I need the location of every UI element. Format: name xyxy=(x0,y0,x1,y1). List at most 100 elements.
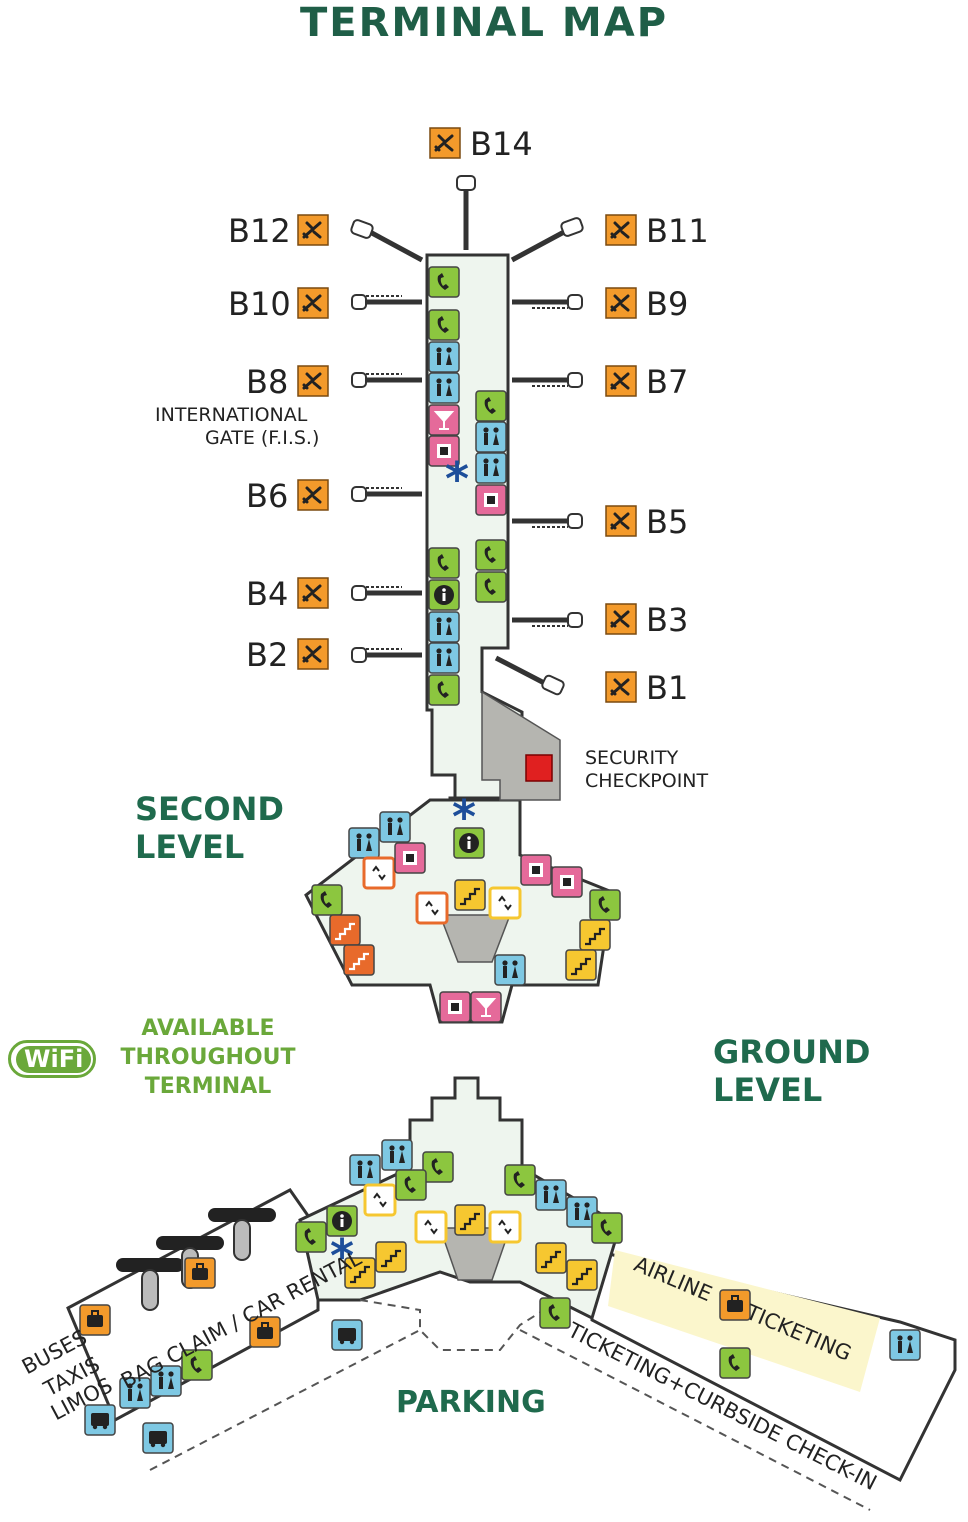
ground-level-heading-line1: GROUND xyxy=(713,1033,871,1071)
gate-b5-airplane-icon xyxy=(604,504,638,538)
elevator-icon xyxy=(362,856,396,890)
gate-b3-airplane-icon xyxy=(604,602,638,636)
security-checkpoint-label-line1: SECURITY xyxy=(585,747,679,769)
cocktail-icon xyxy=(470,991,502,1023)
gate-b3-label: B3 xyxy=(646,601,689,639)
food-icon xyxy=(439,991,471,1023)
gate-b10-label: B10 xyxy=(228,285,291,323)
page-title: TERMINAL MAP xyxy=(299,0,669,46)
gate-b6-airplane-icon xyxy=(296,478,330,512)
security-icon xyxy=(422,1151,454,1183)
car-rental-icon xyxy=(539,1297,571,1329)
second-level-amenities: * * xyxy=(311,266,621,1023)
family-restroom-icon xyxy=(475,421,507,453)
stairs-icon xyxy=(342,943,376,977)
gate-b9-airplane-icon xyxy=(604,286,638,320)
family-restroom-icon xyxy=(381,1139,413,1171)
elevator-icon xyxy=(488,886,522,920)
phone-icon xyxy=(428,674,460,706)
stairs-icon xyxy=(564,948,598,982)
escalator-icon xyxy=(565,1258,599,1292)
gate-b4-airplane-icon xyxy=(296,576,330,610)
bus-icon xyxy=(331,1319,363,1351)
baggage-icon xyxy=(184,1257,216,1289)
bus-icon xyxy=(84,1404,116,1436)
second-level-heading-line1: SECOND xyxy=(135,790,284,828)
international-gate-label-line2: GATE (F.I.S.) xyxy=(205,427,320,449)
international-gate-label-line1: INTERNATIONAL xyxy=(155,404,308,426)
restroom-icon xyxy=(348,827,380,859)
second-level-heading-line2: LEVEL xyxy=(135,828,245,866)
family-restroom-icon xyxy=(428,611,460,643)
wifi-logo: WiFi xyxy=(8,1040,96,1078)
stairs-icon xyxy=(374,1240,408,1274)
wifi-availability-text: AVAILABLE THROUGHOUT TERMINAL xyxy=(120,1016,296,1099)
escalator-icon xyxy=(328,913,362,947)
elevator-icon xyxy=(415,891,449,925)
you-are-here-icon: * xyxy=(452,790,476,844)
phone-icon xyxy=(311,884,343,916)
mail-icon xyxy=(591,1212,623,1244)
food-icon xyxy=(551,866,583,898)
you-are-here-icon: * xyxy=(330,1229,354,1283)
family-restroom-icon xyxy=(889,1329,921,1361)
food-icon xyxy=(428,309,460,341)
gate-b1-label: B1 xyxy=(646,669,689,707)
gate-b2-airplane-icon xyxy=(296,637,330,671)
elevator-icon xyxy=(488,1210,522,1244)
parking-label: PARKING xyxy=(396,1385,546,1420)
gate-b1-airplane-icon xyxy=(604,670,638,704)
stairs-icon xyxy=(534,1241,568,1275)
gate-b8-label: B8 xyxy=(246,363,289,401)
currency-exchange-icon xyxy=(589,889,621,921)
gate-b11-airplane-icon xyxy=(604,213,638,247)
gate-b10-airplane-icon xyxy=(296,286,330,320)
phone-icon xyxy=(719,1347,751,1379)
food-icon xyxy=(295,1221,327,1253)
bus-icon xyxy=(142,1422,174,1454)
elevator-icon xyxy=(414,1210,448,1244)
restroom-icon xyxy=(428,642,460,674)
you-are-here-icon: * xyxy=(445,452,469,506)
family-restroom-icon xyxy=(428,341,460,373)
baggage-icon xyxy=(504,1164,536,1196)
gate-b2-label: B2 xyxy=(246,636,289,674)
gate-b9-label: B9 xyxy=(646,285,689,323)
gate-b6-label: B6 xyxy=(246,477,289,515)
phone-icon xyxy=(475,539,507,571)
food-icon xyxy=(395,1169,427,1201)
gate-b14-label: B14 xyxy=(470,125,533,163)
gate-b11-label: B11 xyxy=(646,212,709,250)
restroom-icon xyxy=(349,1154,381,1186)
ground-level-heading-line2: LEVEL xyxy=(713,1071,823,1109)
family-restroom-icon xyxy=(379,811,411,843)
info-icon xyxy=(428,579,460,611)
food-icon xyxy=(428,547,460,579)
restroom-icon xyxy=(494,954,526,986)
elevator-icon xyxy=(363,1183,397,1217)
gate-b12-airplane-icon xyxy=(296,213,330,247)
gate-b12-label: B12 xyxy=(228,212,291,250)
gate-b14-airplane-icon xyxy=(428,126,462,160)
food-icon xyxy=(475,390,507,422)
jet-bridges xyxy=(350,175,584,696)
cocktail-icon xyxy=(428,404,460,436)
atm-icon xyxy=(394,842,426,874)
food-icon xyxy=(475,571,507,603)
gate-b4-label: B4 xyxy=(246,575,289,613)
restroom-icon xyxy=(535,1179,567,1211)
stairs-icon xyxy=(453,878,487,912)
restroom-icon xyxy=(475,452,507,484)
gate-b5-label: B5 xyxy=(646,503,689,541)
bus-icon xyxy=(79,1304,111,1336)
gate-b7-airplane-icon xyxy=(604,364,638,398)
escalator-icon xyxy=(578,918,612,952)
gate-b8-airplane-icon xyxy=(296,364,330,398)
gate-b7-label: B7 xyxy=(646,363,689,401)
atm-icon xyxy=(475,484,507,516)
security-checkpoint-label-line2: CHECKPOINT xyxy=(585,770,709,792)
stairs-icon xyxy=(453,1203,487,1237)
atm-icon xyxy=(520,854,552,886)
phone-icon xyxy=(428,266,460,298)
security-checkpoint-marker xyxy=(525,754,553,782)
